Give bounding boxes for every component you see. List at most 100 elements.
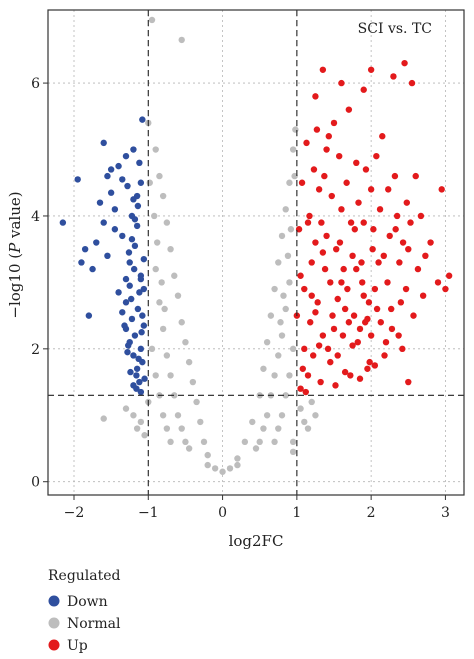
- point-up: [312, 309, 319, 316]
- y-tick-label: 2: [31, 342, 40, 358]
- point-up: [434, 279, 442, 286]
- point-normal: [159, 412, 167, 419]
- point-up: [314, 299, 321, 306]
- point-down: [119, 176, 126, 183]
- point-up: [303, 139, 310, 147]
- point-normal: [167, 438, 174, 446]
- x-tick-label: 1: [292, 505, 301, 521]
- point-down: [126, 259, 133, 266]
- point-normal: [263, 412, 271, 419]
- point-up: [401, 59, 408, 67]
- point-normal: [301, 418, 308, 426]
- point-up: [371, 285, 379, 293]
- point-up: [319, 66, 327, 73]
- point-normal: [171, 272, 178, 279]
- point-up: [312, 239, 319, 246]
- point-down: [139, 116, 146, 123]
- point-up: [330, 325, 338, 333]
- point-normal: [161, 305, 168, 313]
- point-normal: [193, 398, 200, 406]
- point-down: [124, 348, 131, 356]
- plot-frame: [47, 9, 465, 496]
- point-down: [96, 199, 104, 206]
- point-up: [402, 285, 410, 293]
- point-normal: [197, 418, 204, 426]
- point-normal: [289, 438, 297, 446]
- point-normal: [204, 461, 211, 469]
- point-down: [93, 239, 100, 246]
- point-up: [307, 319, 314, 326]
- point-normal: [304, 425, 312, 432]
- point-down: [119, 232, 126, 240]
- point-normal: [178, 319, 185, 326]
- point-up: [301, 285, 308, 293]
- point-down: [128, 295, 135, 303]
- point-up: [315, 342, 323, 349]
- point-up: [308, 292, 315, 299]
- point-up: [417, 212, 425, 220]
- point-up: [345, 106, 353, 113]
- point-up: [355, 199, 362, 206]
- point-up: [360, 86, 367, 93]
- point-up: [442, 285, 449, 293]
- legend-label-up: Up: [67, 638, 88, 654]
- point-down: [125, 342, 132, 349]
- point-normal: [252, 445, 260, 452]
- point-up: [353, 159, 360, 167]
- point-normal: [146, 179, 153, 186]
- point-up: [317, 378, 324, 386]
- legend-marker-normal: [48, 617, 60, 629]
- point-normal: [171, 392, 178, 399]
- point-up: [405, 245, 412, 253]
- point-normal: [278, 412, 286, 419]
- point-normal: [156, 299, 163, 306]
- point-up: [327, 279, 334, 286]
- point-up: [343, 179, 350, 186]
- point-up: [308, 259, 315, 266]
- point-up: [367, 332, 375, 339]
- point-down: [135, 355, 142, 363]
- point-normal: [292, 126, 299, 133]
- point-up: [356, 375, 364, 382]
- point-down: [137, 345, 145, 353]
- point-up: [369, 245, 376, 253]
- point-normal: [278, 232, 286, 240]
- point-normal: [159, 325, 167, 333]
- point-normal: [256, 438, 263, 446]
- point-up: [324, 345, 332, 353]
- point-up: [319, 249, 327, 256]
- point-down: [107, 166, 115, 173]
- point-down: [141, 375, 148, 382]
- point-down: [121, 322, 128, 329]
- point-up: [330, 119, 338, 127]
- point-up: [382, 338, 390, 346]
- point-up: [349, 252, 356, 260]
- point-down: [134, 305, 142, 313]
- point-up: [380, 252, 387, 260]
- point-normal: [137, 418, 145, 426]
- point-down: [100, 139, 107, 147]
- point-down: [133, 222, 141, 230]
- point-down: [78, 259, 85, 266]
- point-normal: [289, 146, 297, 153]
- point-up: [315, 186, 323, 193]
- y-axis-label-italic: P: [6, 242, 24, 254]
- point-normal: [241, 438, 249, 446]
- point-up: [334, 295, 341, 303]
- point-normal: [163, 425, 171, 432]
- point-normal: [182, 338, 189, 346]
- point-normal: [249, 418, 256, 426]
- point-up: [302, 388, 309, 396]
- point-down: [137, 275, 145, 283]
- point-normal: [167, 372, 174, 379]
- threshold-lines: [48, 10, 464, 495]
- point-normal: [286, 279, 293, 286]
- legend-label-down: Down: [67, 594, 108, 610]
- point-up: [338, 279, 345, 286]
- point-up: [319, 332, 327, 339]
- point-normal: [282, 305, 289, 313]
- point-down: [100, 219, 107, 226]
- point-up: [312, 93, 319, 100]
- chart-title: SCI vs. TC: [358, 21, 432, 37]
